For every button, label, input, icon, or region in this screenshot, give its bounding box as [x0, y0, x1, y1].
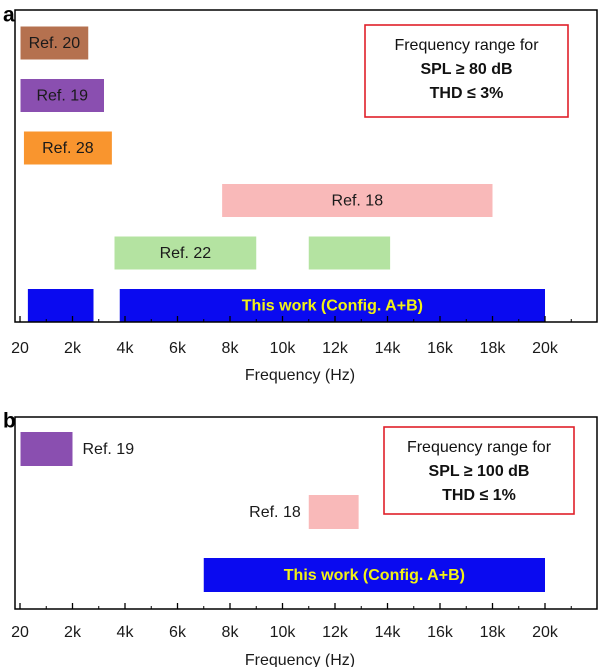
legend-line: THD ≤ 3%	[430, 85, 504, 102]
legend-line: SPL ≥ 80 dB	[420, 61, 512, 78]
legend-line: Frequency range for	[407, 439, 552, 456]
bar-label: Ref. 22	[160, 245, 212, 262]
x-tick-label: 20k	[532, 624, 559, 641]
legend-box	[364, 24, 569, 118]
bar-this-work-config-a-b-	[203, 558, 545, 592]
bar-label: Ref. 28	[42, 140, 94, 157]
x-tick-label: 8k	[222, 340, 240, 357]
panel-b: b Ref. 19 Ref. 18 This work (Config. A+B) 20…	[3, 410, 598, 667]
x-tick-label: 8k	[222, 624, 240, 641]
x-tick-label: 14k	[375, 340, 402, 357]
bar-label: Ref. 18	[249, 504, 301, 521]
x-tick-label: 14k	[375, 624, 402, 641]
x-axis-label: Frequency (Hz)	[245, 367, 355, 384]
bar-ref-19	[20, 79, 104, 112]
plot-frame	[14, 9, 598, 323]
x-tick-label: 20k	[532, 340, 559, 357]
bar-ref-22	[308, 236, 391, 270]
panel-a: a Ref. 20 Ref. 19 Ref. 28 Ref. 18 Ref. 22 This…	[3, 4, 598, 384]
bar-label: Ref. 19	[36, 88, 88, 105]
x-tick-label: 12k	[322, 340, 349, 357]
x-tick-label: 18k	[480, 624, 507, 641]
bar-label: This work (Config. A+B)	[242, 298, 423, 315]
bar-label: Ref. 20	[29, 35, 81, 52]
bar-label: Ref. 18	[332, 193, 384, 210]
chart-panels: a Ref. 20 Ref. 19 Ref. 28 Ref. 18 Ref. 22 This…	[3, 4, 598, 667]
legend-box	[383, 426, 575, 515]
x-tick-label: 10k	[270, 340, 297, 357]
x-tick-label: 6k	[169, 340, 187, 357]
plot-frame	[14, 416, 598, 610]
panel-label: b	[3, 410, 16, 433]
x-tick-label: 2k	[64, 624, 82, 641]
bar-ref-18	[222, 184, 493, 217]
legend-line: Frequency range for	[394, 37, 539, 54]
x-tick-label: 12k	[322, 624, 349, 641]
bar-this-work-config-a-b-	[27, 289, 94, 322]
bar-label: This work (Config. A+B)	[284, 567, 465, 584]
bar-ref-28	[23, 131, 112, 165]
bar-label: Ref. 19	[83, 441, 135, 458]
bar-this-work-config-a-b-	[119, 289, 545, 322]
x-tick-label: 20	[11, 340, 29, 357]
x-tick-label: 16k	[427, 340, 454, 357]
x-tick-label: 4k	[117, 624, 135, 641]
legend-line: THD ≤ 1%	[442, 487, 516, 504]
x-tick-label: 18k	[480, 340, 507, 357]
x-tick-label: 10k	[270, 624, 297, 641]
bar-ref-19	[20, 432, 73, 466]
bar-ref-22	[114, 236, 257, 270]
x-tick-label: 6k	[169, 624, 187, 641]
x-tick-label: 16k	[427, 624, 454, 641]
x-tick-label: 2k	[64, 340, 82, 357]
legend-line: SPL ≥ 100 dB	[429, 463, 530, 480]
panel-label: a	[3, 4, 15, 27]
bar-ref-18	[308, 495, 359, 529]
x-tick-label: 20	[11, 624, 29, 641]
x-axis-label: Frequency (Hz)	[245, 652, 355, 667]
x-tick-label: 4k	[117, 340, 135, 357]
bar-ref-20	[20, 26, 89, 60]
